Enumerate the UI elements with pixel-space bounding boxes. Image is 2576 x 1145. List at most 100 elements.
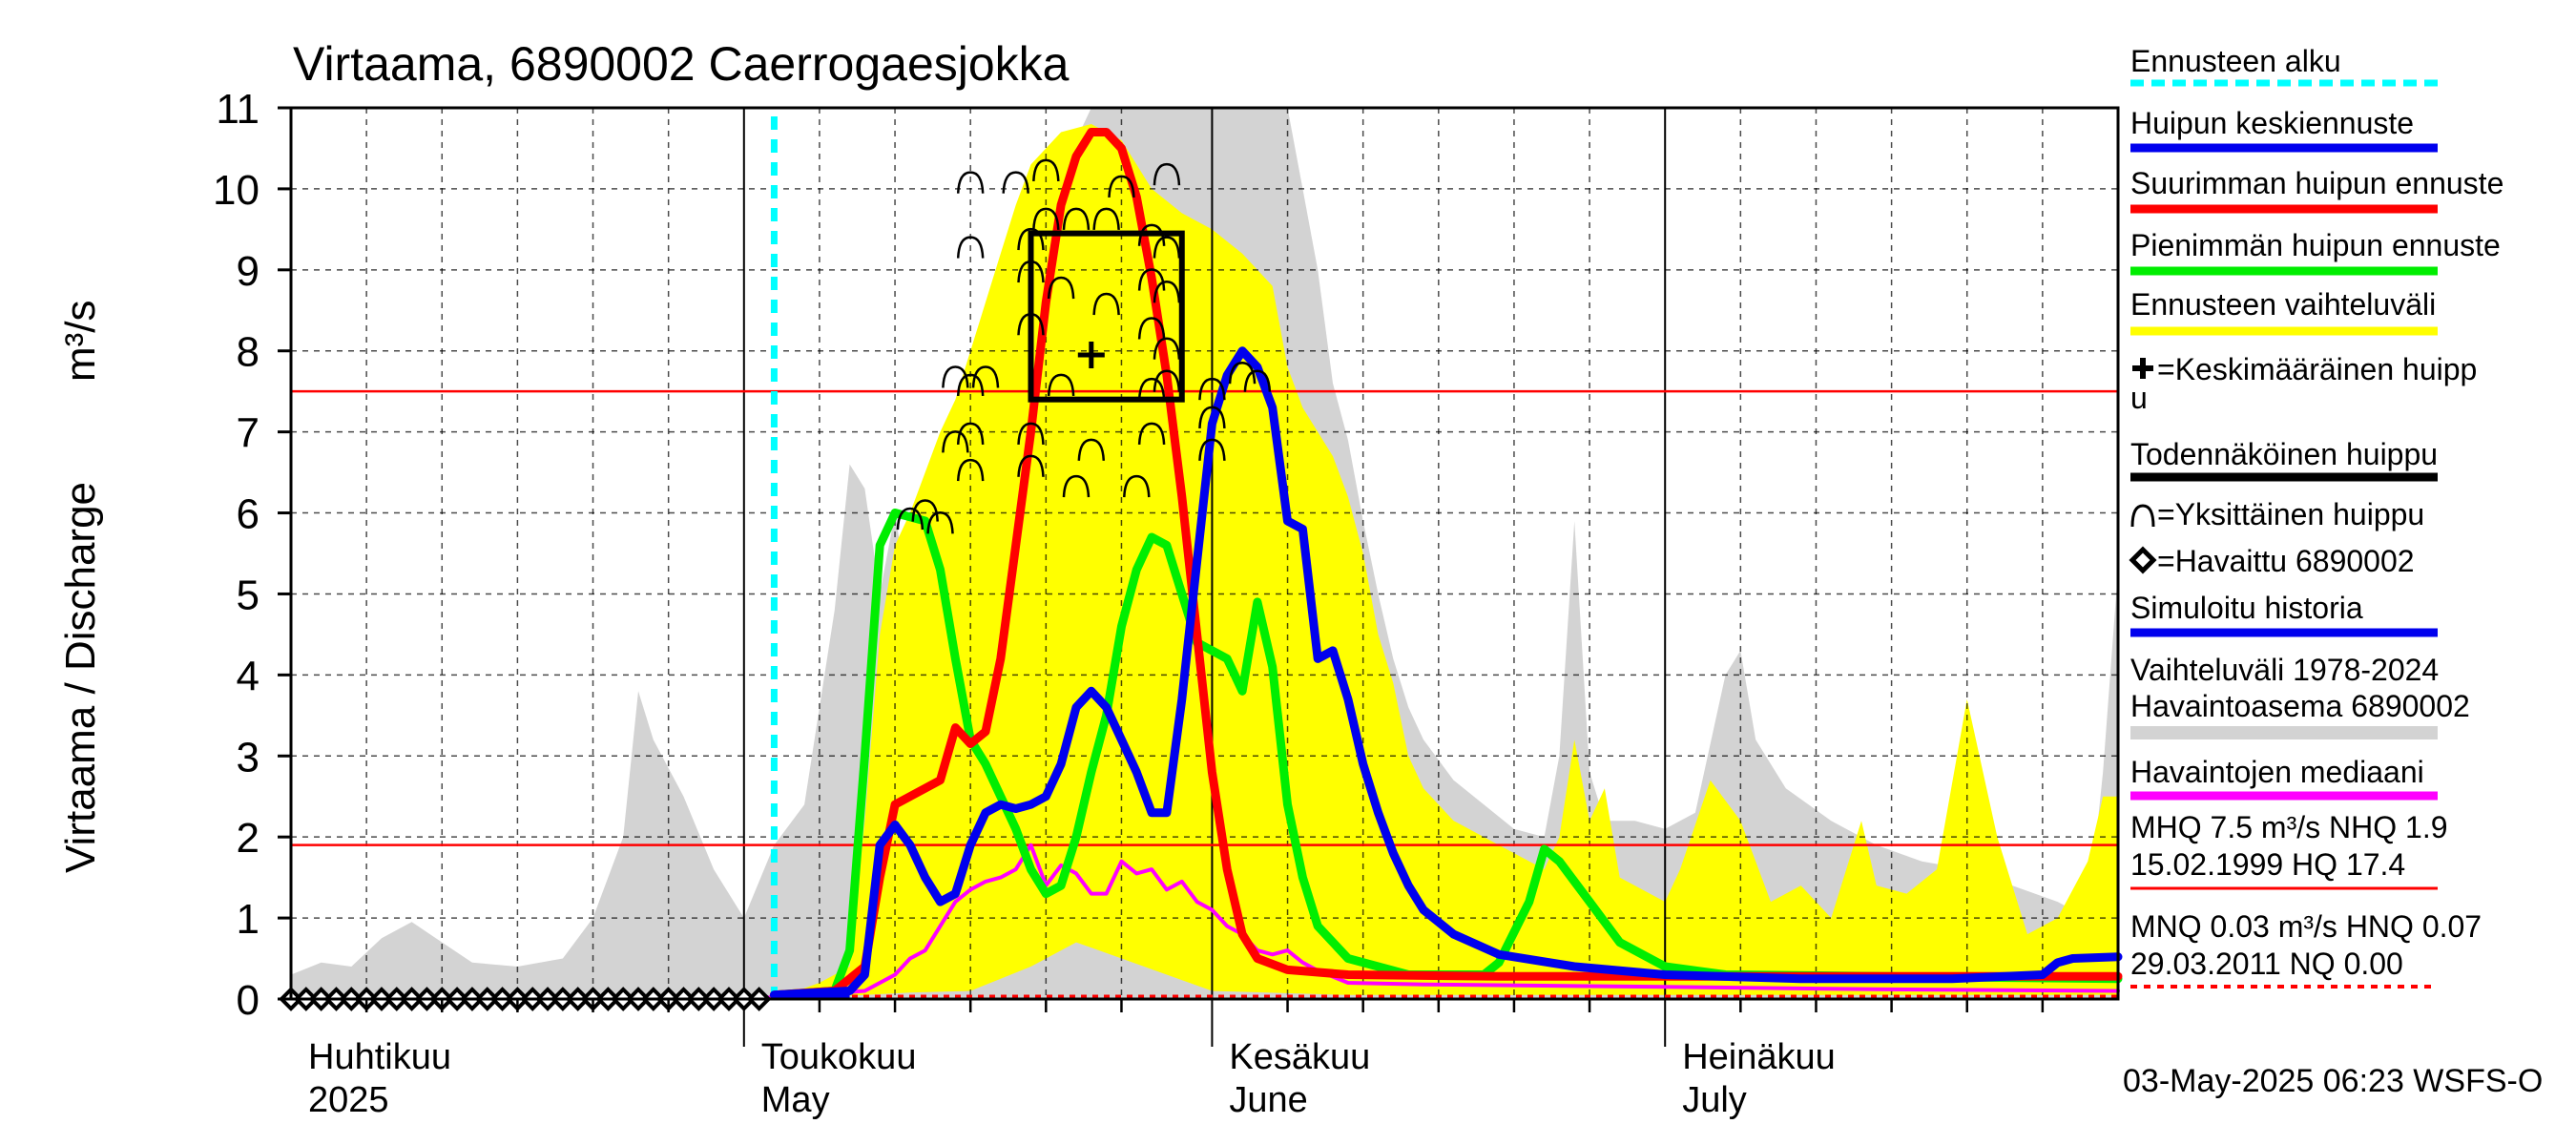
individual-peak bbox=[1032, 207, 1060, 230]
legend-label: Ennusteen vaihteluväli bbox=[2130, 287, 2436, 322]
individual-peak bbox=[956, 171, 985, 194]
chart-title: Virtaama, 6890002 Caerrogaesjokka bbox=[293, 37, 1070, 91]
x-month-label: Kesäkuu bbox=[1229, 1037, 1370, 1077]
legend-label: Todennäköinen huippu bbox=[2130, 437, 2438, 471]
forecast-variation-band bbox=[774, 124, 2118, 999]
legend-label-line2: Havaintoasema 6890002 bbox=[2130, 689, 2470, 723]
individual-peak bbox=[1153, 337, 1181, 360]
individual-peak bbox=[1032, 158, 1060, 181]
legend-plus-icon bbox=[2132, 358, 2153, 379]
individual-peak bbox=[1198, 438, 1226, 461]
legend-label: Pienimmän huipun ennuste bbox=[2130, 228, 2501, 262]
individual-peak bbox=[942, 365, 969, 388]
legend-label-line2: 15.02.1999 HQ 17.4 bbox=[2130, 847, 2405, 882]
x-month-sublabel: July bbox=[1682, 1080, 1747, 1120]
individual-peak bbox=[1198, 406, 1226, 428]
legend-label: MNQ 0.03 m³/s HNQ 0.07 bbox=[2130, 909, 2482, 944]
individual-peak bbox=[956, 422, 985, 445]
legend-arc-icon bbox=[2130, 504, 2155, 528]
legend-label: =Keskimääräinen huipp bbox=[2157, 352, 2477, 386]
individual-peak bbox=[1092, 292, 1120, 316]
forecast-band-layer bbox=[774, 124, 2118, 999]
individual-peak bbox=[1047, 373, 1075, 396]
y-tick-label: 2 bbox=[237, 815, 260, 862]
individual-peak bbox=[956, 236, 985, 259]
individual-peak bbox=[1198, 377, 1226, 401]
footer-timestamp: 03-May-2025 06:23 WSFS-O bbox=[2123, 1063, 2543, 1099]
individual-peak bbox=[1062, 474, 1091, 498]
individual-peak bbox=[956, 458, 985, 482]
series-pienimm-n-huipun-ennuste bbox=[769, 509, 2123, 1000]
legend-label: Havaintojen mediaani bbox=[2130, 755, 2424, 789]
legend-diamond-icon bbox=[2129, 546, 2157, 574]
individual-peak bbox=[1137, 268, 1166, 291]
legend-layer: Ennusteen alku Huipun keskiennuste Suurimm… bbox=[2129, 44, 2503, 989]
x-month-sublabel: 2025 bbox=[308, 1080, 389, 1120]
series-suurimman-huipun-ennuste bbox=[769, 128, 2123, 1000]
plot-frame-layer bbox=[289, 106, 2120, 1001]
probable-peak-box bbox=[1028, 230, 1185, 403]
individual-peak bbox=[896, 507, 924, 531]
x-month-sublabel: May bbox=[761, 1080, 830, 1120]
individual-peak bbox=[1123, 474, 1151, 498]
plot-frame bbox=[289, 106, 2120, 1001]
y-axis-unit: m³/s bbox=[57, 300, 104, 382]
legend-label: MHQ 7.5 m³/s NHQ 1.9 bbox=[2130, 810, 2448, 844]
mean-peak-marker bbox=[1077, 341, 1105, 368]
reference-lines-layer bbox=[291, 116, 2118, 999]
x-month-label: Toukokuu bbox=[761, 1037, 917, 1077]
individual-peak bbox=[1017, 227, 1045, 251]
individual-peak bbox=[1092, 207, 1120, 230]
individual-peak bbox=[1137, 422, 1166, 445]
individual-peak bbox=[1228, 361, 1257, 385]
individual-peak bbox=[1153, 369, 1181, 392]
individual-peak bbox=[1108, 175, 1135, 198]
legend-label: Ennusteen alku bbox=[2130, 44, 2341, 78]
x-month-label: Heinäkuu bbox=[1682, 1037, 1836, 1077]
series-havaintojen-mediaani bbox=[289, 843, 2120, 1001]
individual-peak bbox=[1137, 317, 1166, 340]
legend-label: =Yksittäinen huippu bbox=[2157, 497, 2424, 531]
individual-peak bbox=[911, 499, 939, 522]
individual-peak bbox=[1153, 281, 1181, 303]
y-axis-label: Virtaama / Discharge bbox=[57, 482, 104, 873]
y-tick-label: 11 bbox=[216, 86, 260, 133]
series-huipun-keskiennuste bbox=[769, 346, 2123, 1000]
y-tick-label: 5 bbox=[237, 572, 260, 618]
y-tick-label: 4 bbox=[237, 653, 260, 699]
y-tick-label: 3 bbox=[237, 734, 260, 781]
individual-peak bbox=[1002, 171, 1029, 194]
individual-peak bbox=[1047, 276, 1075, 300]
individual-peak bbox=[971, 365, 1000, 388]
legend-label: Simuloitu historia bbox=[2130, 591, 2363, 625]
legend-label: =Havaittu 6890002 bbox=[2157, 544, 2415, 578]
legend-label: Suurimman huipun ennuste bbox=[2130, 166, 2503, 200]
series-layer bbox=[289, 128, 2123, 1001]
y-tick-label: 6 bbox=[237, 491, 260, 538]
individual-peak bbox=[1153, 236, 1181, 259]
individual-peak bbox=[1077, 438, 1106, 461]
individual-peak bbox=[942, 430, 969, 453]
y-tick-label: 7 bbox=[237, 410, 260, 457]
individual-peak bbox=[956, 373, 985, 396]
individual-peak bbox=[1153, 162, 1181, 186]
individual-peak bbox=[1017, 454, 1045, 477]
individual-peak bbox=[926, 511, 954, 534]
individual-peak bbox=[1062, 207, 1091, 230]
individual-peak bbox=[1017, 422, 1045, 445]
y-tick-label: 9 bbox=[237, 248, 260, 295]
individual-peak bbox=[1137, 377, 1166, 401]
y-tick-label: 8 bbox=[237, 329, 260, 376]
x-month-sublabel: June bbox=[1229, 1080, 1307, 1120]
legend-label: Huipun keskiennuste bbox=[2130, 106, 2414, 140]
individual-peak bbox=[1243, 369, 1272, 392]
legend-label-line2: 29.03.2011 NQ 0.00 bbox=[2130, 947, 2403, 981]
y-tick-label: 1 bbox=[237, 896, 260, 943]
y-tick-label: 10 bbox=[213, 167, 260, 214]
x-month-label: Huhtikuu bbox=[308, 1037, 451, 1077]
legend-label-line2: u bbox=[2130, 381, 2148, 415]
y-tick-label: 0 bbox=[237, 977, 260, 1024]
legend-label: Vaihteluväli 1978-2024 bbox=[2130, 653, 2439, 687]
